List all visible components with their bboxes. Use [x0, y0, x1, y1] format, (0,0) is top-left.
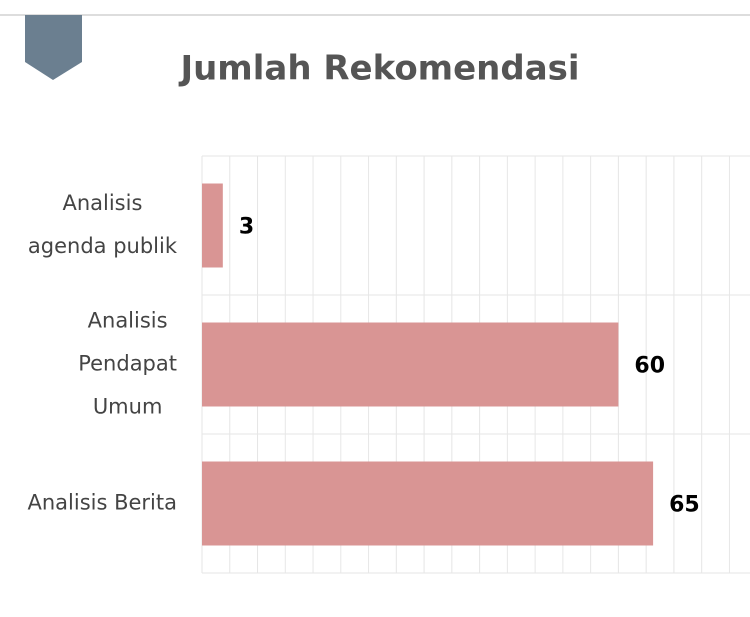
- bar: [202, 461, 654, 546]
- y-tick-label: Analisis Pendapat Umum: [78, 309, 177, 419]
- bar: [202, 183, 223, 268]
- data-label: 3: [239, 215, 254, 240]
- y-tick-label: Analisis agenda publik: [28, 191, 178, 258]
- bar: [202, 322, 619, 407]
- y-tick-label: Analisis Berita: [27, 491, 177, 515]
- chart-title: Jumlah Rekomendasi: [178, 49, 579, 89]
- data-label: 60: [634, 354, 665, 379]
- data-label: 65: [669, 493, 700, 518]
- bookmark-icon: [25, 15, 82, 80]
